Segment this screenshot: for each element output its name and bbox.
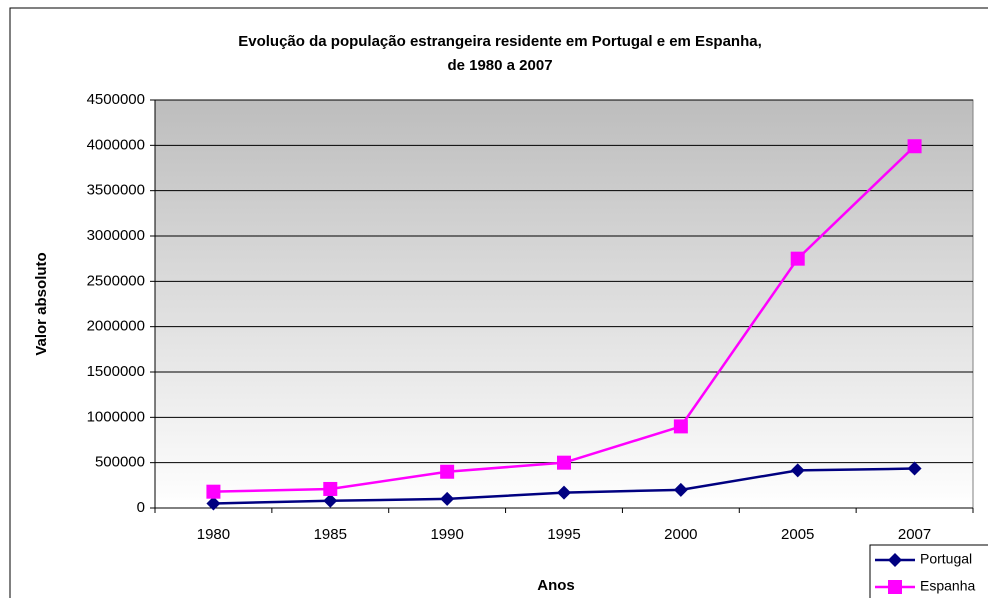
x-tick-label: 1990 <box>430 526 463 543</box>
marker <box>206 484 221 499</box>
y-tick-label: 1000000 <box>87 408 145 425</box>
x-tick-label: 1980 <box>197 526 230 543</box>
marker <box>907 461 922 476</box>
legend-marker <box>888 553 902 567</box>
y-tick-label: 4500000 <box>87 91 145 108</box>
y-tick-label: 4000000 <box>87 136 145 153</box>
x-axis-title: Anos <box>537 577 575 594</box>
marker <box>323 493 338 508</box>
y-tick-label: 3000000 <box>87 227 145 244</box>
x-tick-label: 2000 <box>664 526 697 543</box>
y-tick-label: 2000000 <box>87 318 145 335</box>
chart-title: de 1980 a 2007 <box>447 57 552 74</box>
x-tick-label: 1985 <box>314 526 347 543</box>
marker <box>323 481 338 496</box>
marker <box>790 251 805 266</box>
y-tick-label: 500000 <box>95 454 145 471</box>
chart-title: Evolução da população estrangeira reside… <box>238 33 762 50</box>
marker <box>440 491 455 506</box>
legend-marker <box>888 580 902 594</box>
y-tick-label: 0 <box>137 499 145 516</box>
legend-label: Espanha <box>920 578 975 594</box>
legend-label: Portugal <box>920 551 972 567</box>
marker <box>673 482 688 497</box>
marker <box>790 463 805 478</box>
marker <box>557 485 571 500</box>
marker <box>557 455 571 470</box>
marker <box>440 464 455 479</box>
y-tick-label: 1500000 <box>87 363 145 380</box>
marker <box>673 419 688 434</box>
y-tick-label: 2500000 <box>87 272 145 289</box>
x-tick-label: 2005 <box>781 526 814 543</box>
marker <box>907 139 922 154</box>
y-tick-label: 3500000 <box>87 182 145 199</box>
plot-area <box>154 99 974 509</box>
y-axis-title: Valor absoluto <box>33 252 50 355</box>
marker <box>206 496 221 511</box>
x-tick-label: 1995 <box>547 526 580 543</box>
x-tick-label: 2007 <box>898 526 931 543</box>
